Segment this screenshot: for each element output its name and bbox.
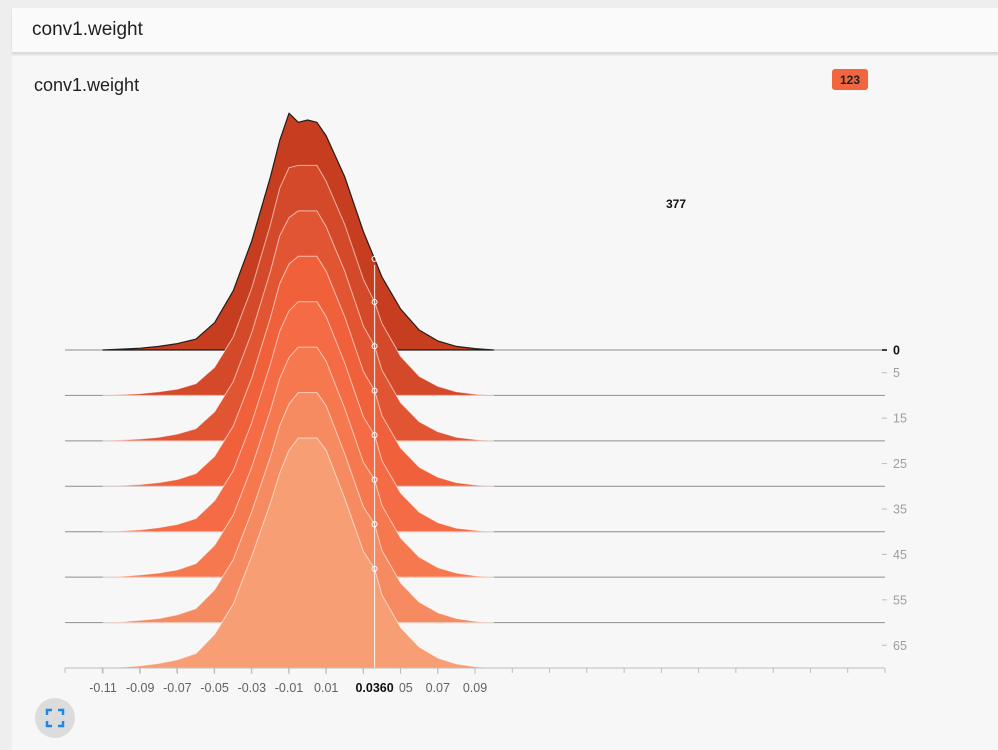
fullscreen-button[interactable] [35, 698, 75, 738]
fullscreen-icon [45, 708, 65, 728]
chart-title: conv1.weight [34, 75, 140, 95]
run-badge: 123 [832, 69, 868, 90]
histogram-card: conv1.weight 123 [12, 56, 998, 750]
header-title: conv1.weight [32, 19, 143, 40]
header-bar: conv1.weight [12, 8, 998, 53]
